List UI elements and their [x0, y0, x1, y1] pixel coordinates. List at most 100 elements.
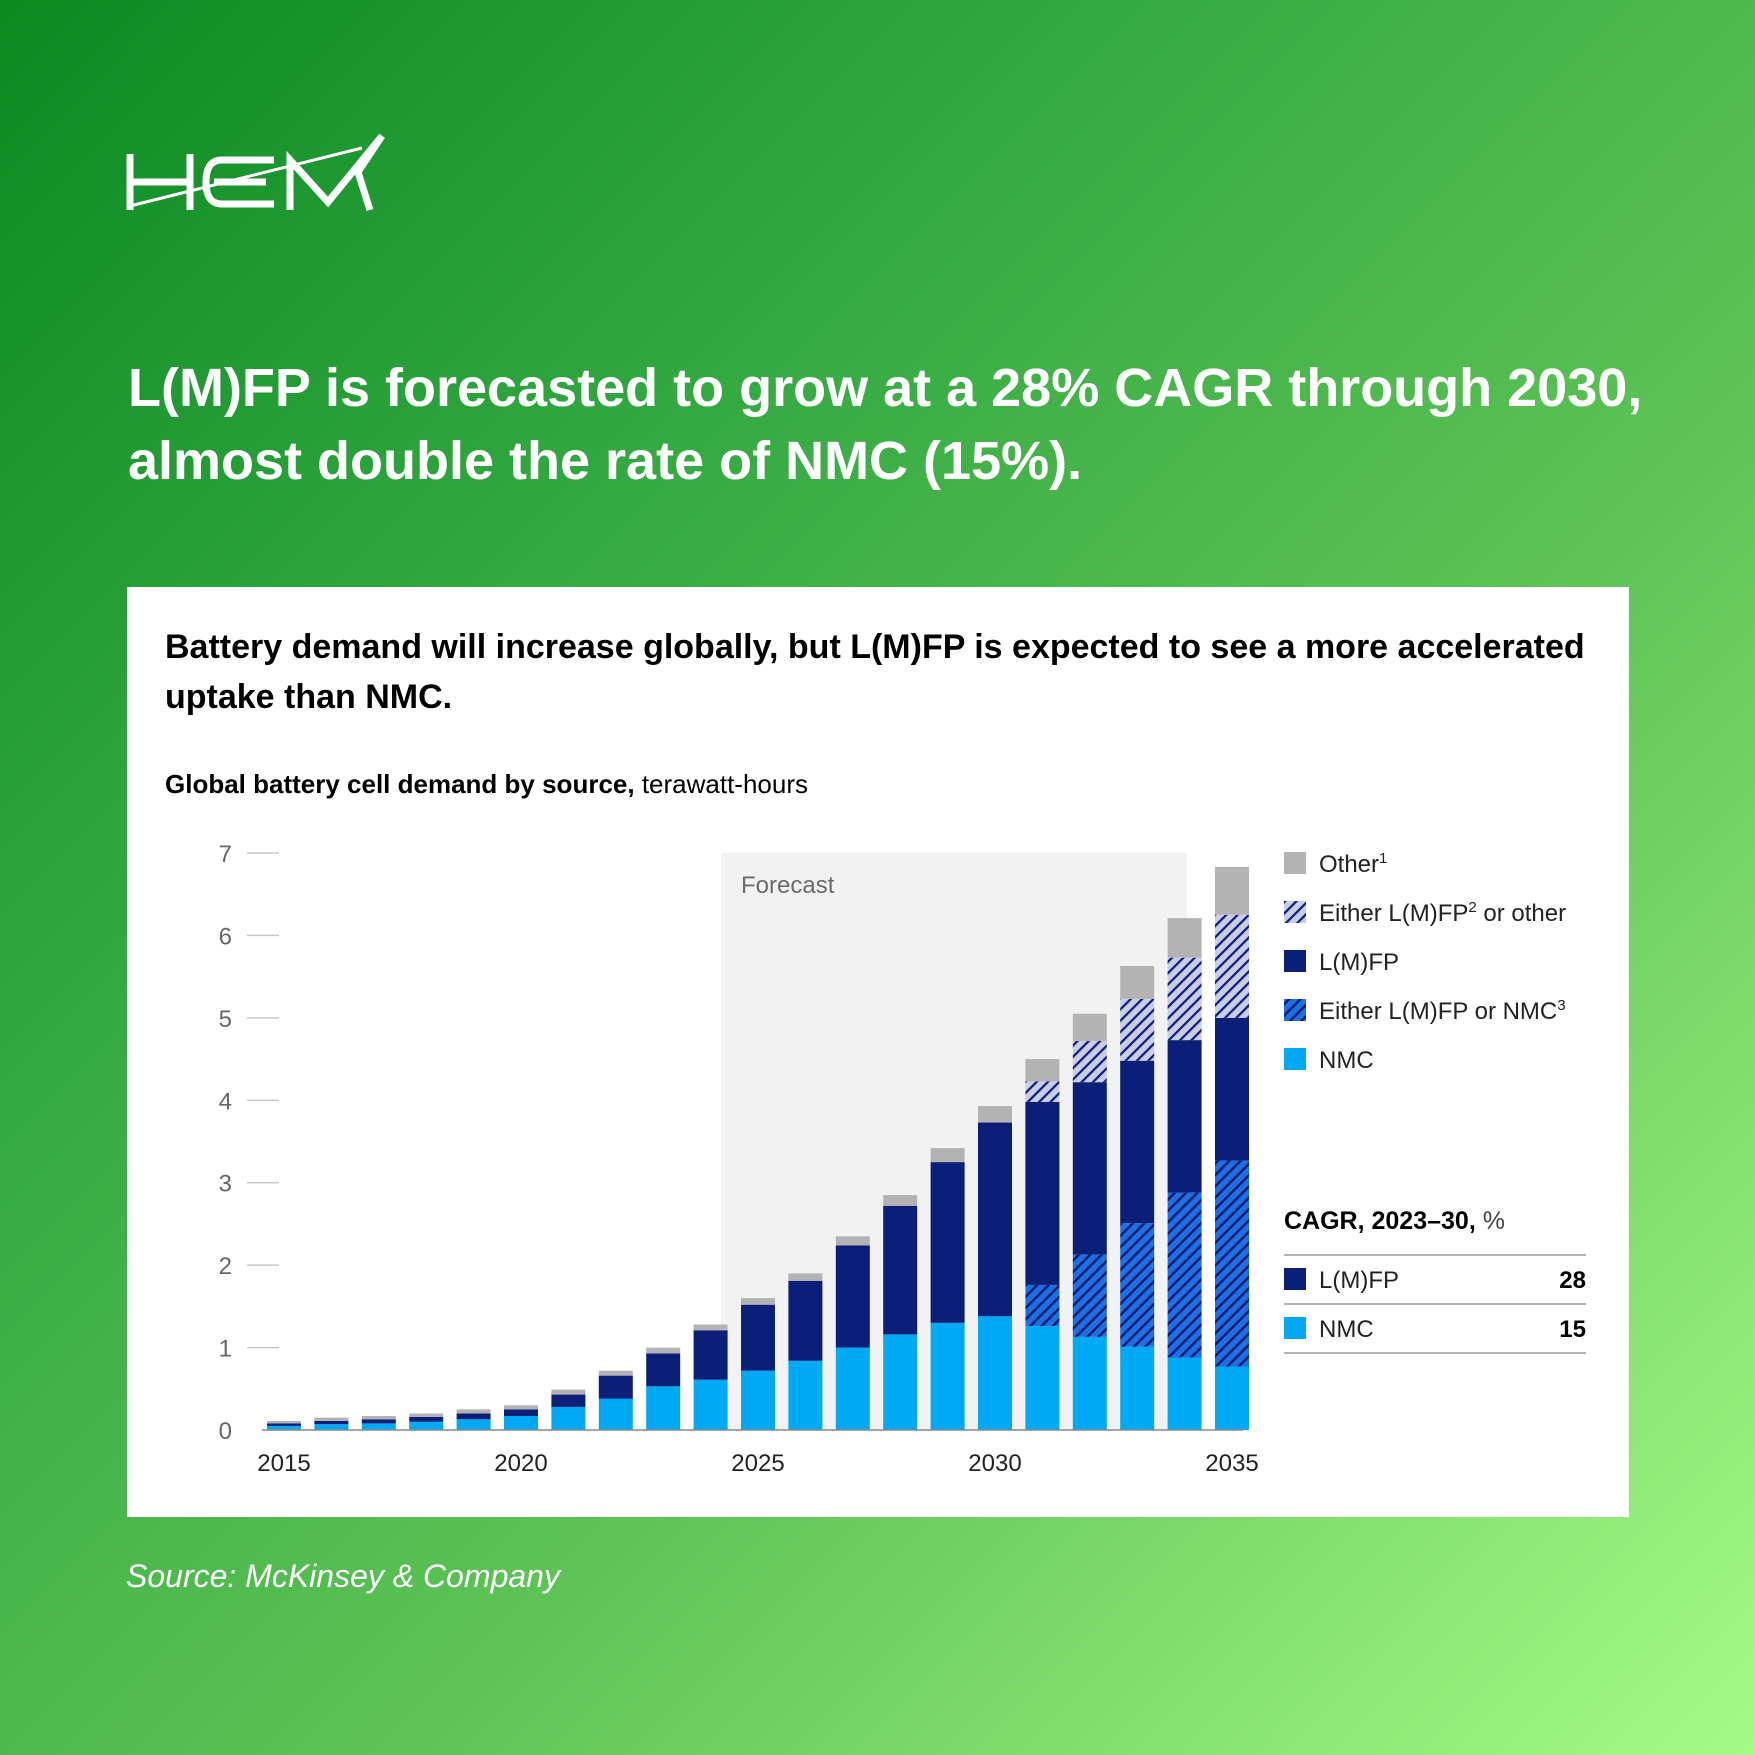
- legend-swatch: [1284, 901, 1306, 923]
- legend: Other1 Either L(M)FP2 or other L(M)FP Eithe…: [1284, 850, 1566, 1074]
- y-tick-label: 6: [219, 923, 232, 950]
- bar-segment: [978, 1122, 1012, 1317]
- y-tick-label: 2: [219, 1253, 232, 1280]
- bars: [262, 867, 1249, 1431]
- card-title: Battery demand will increase globally, b…: [165, 628, 1585, 716]
- bar-segment: [409, 1413, 444, 1417]
- y-tick-label: 7: [219, 841, 232, 868]
- bar-segment: [409, 1416, 444, 1422]
- bar-segment: [1025, 1081, 1060, 1102]
- bar-segment: [267, 1423, 301, 1426]
- bar-segment: [1167, 918, 1202, 958]
- x-tick-label: 2035: [1205, 1450, 1258, 1477]
- bar-segment: [1120, 1346, 1155, 1430]
- cagr-title: CAGR, 2023–30, %: [1284, 1207, 1505, 1235]
- bar-segment: [598, 1398, 633, 1430]
- bar-segment: [978, 1106, 1012, 1123]
- hcm-logo: [126, 133, 385, 212]
- cagr-label: NMC: [1319, 1316, 1374, 1343]
- bar-segment: [361, 1419, 396, 1424]
- cagr-value: 28: [1559, 1267, 1586, 1294]
- bar-segment: [1167, 957, 1202, 1041]
- bar-segment: [1072, 1254, 1107, 1337]
- y-tick-label: 0: [219, 1418, 232, 1445]
- bar-segment: [1215, 1160, 1249, 1367]
- bar-segment: [314, 1417, 349, 1421]
- x-tick-label: 2015: [257, 1450, 310, 1477]
- cagr-swatch: [1284, 1268, 1306, 1290]
- bar-segment: [1025, 1326, 1060, 1430]
- bar-segment: [883, 1195, 918, 1206]
- bar-segment: [978, 1316, 1012, 1430]
- legend-label: NMC: [1319, 1047, 1374, 1074]
- forecast-label: Forecast: [741, 872, 835, 899]
- bar-segment: [267, 1420, 301, 1424]
- y-axis: 0 1 2 3 4 5 6 7: [219, 841, 279, 1445]
- chart-subtitle-unit: terawatt-hours: [634, 769, 808, 799]
- bar-segment: [598, 1370, 633, 1376]
- legend-swatch: [1284, 950, 1306, 972]
- bar-segment: [1025, 1059, 1060, 1082]
- chart-subtitle: Global battery cell demand by source, te…: [165, 769, 808, 800]
- y-tick-label: 4: [219, 1088, 232, 1115]
- bar-segment: [314, 1424, 349, 1430]
- chart-subtitle-bold: Global battery cell demand by source,: [165, 769, 635, 799]
- bar-segment: [1025, 1101, 1060, 1285]
- x-tick-label: 2030: [968, 1450, 1021, 1477]
- bar-segment: [1167, 1040, 1202, 1193]
- bar-segment: [835, 1245, 870, 1348]
- bar-segment: [693, 1324, 728, 1331]
- y-tick-label: 3: [219, 1171, 232, 1198]
- bar-segment: [646, 1386, 681, 1430]
- cagr-swatch: [1284, 1317, 1306, 1339]
- bar-segment: [456, 1419, 491, 1430]
- bar-segment: [456, 1413, 491, 1420]
- bar-segment: [693, 1330, 728, 1380]
- bar-segment: [693, 1379, 728, 1430]
- bar-segment: [1167, 1357, 1202, 1430]
- bar-segment: [1120, 998, 1155, 1061]
- bar-segment: [646, 1347, 681, 1354]
- bar-segment: [1215, 914, 1249, 1018]
- bar-segment: [741, 1298, 775, 1305]
- bar-segment: [835, 1347, 870, 1430]
- bar-segment: [835, 1236, 870, 1246]
- legend-swatch: [1284, 852, 1306, 874]
- bar-segment: [1215, 1366, 1249, 1430]
- bar-segment: [314, 1420, 349, 1425]
- bar-segment: [551, 1389, 586, 1395]
- legend-label: L(M)FP: [1319, 949, 1399, 976]
- legend-label: Either L(M)FP2 or other: [1319, 899, 1566, 927]
- bar-segment: [1215, 867, 1249, 915]
- bar-segment: [504, 1409, 538, 1416]
- cagr-label: L(M)FP: [1319, 1267, 1399, 1294]
- bar-segment: [741, 1370, 775, 1430]
- bar-segment: [267, 1425, 301, 1430]
- bar-segment: [361, 1415, 396, 1420]
- legend-label: Other1: [1319, 850, 1387, 878]
- bar-segment: [883, 1334, 918, 1430]
- bar-segment: [1167, 1192, 1202, 1358]
- bar-segment: [1120, 965, 1155, 999]
- cagr-value: 15: [1559, 1316, 1586, 1343]
- bar-segment: [456, 1409, 491, 1414]
- chart-svg: Forecast 0 1 2 3 4 5 6 7 2015 2020 2025 2030 2035 O…: [219, 841, 1586, 1477]
- bar-segment: [1025, 1284, 1060, 1327]
- bar-segment: [551, 1406, 586, 1430]
- x-tick-label: 2025: [731, 1450, 784, 1477]
- bar-segment: [551, 1394, 586, 1407]
- y-tick-label: 1: [219, 1336, 232, 1363]
- bar-segment: [409, 1421, 444, 1430]
- x-axis: 2015 2020 2025 2030 2035: [257, 1450, 1258, 1477]
- bar-segment: [788, 1273, 823, 1281]
- cagr-table: CAGR, 2023–30, % L(M)FP 28 NMC 15: [1284, 1207, 1586, 1354]
- bar-segment: [1072, 1013, 1107, 1041]
- headline: L(M)FP is forecasted to grow at a 28% CA…: [128, 358, 1643, 491]
- bar-segment: [930, 1162, 965, 1323]
- bar-segment: [1072, 1040, 1107, 1083]
- legend-swatch: [1284, 1048, 1306, 1070]
- bar-segment: [930, 1148, 965, 1163]
- bar-segment: [598, 1375, 633, 1399]
- legend-swatch: [1284, 999, 1306, 1021]
- bar-segment: [1120, 1060, 1155, 1224]
